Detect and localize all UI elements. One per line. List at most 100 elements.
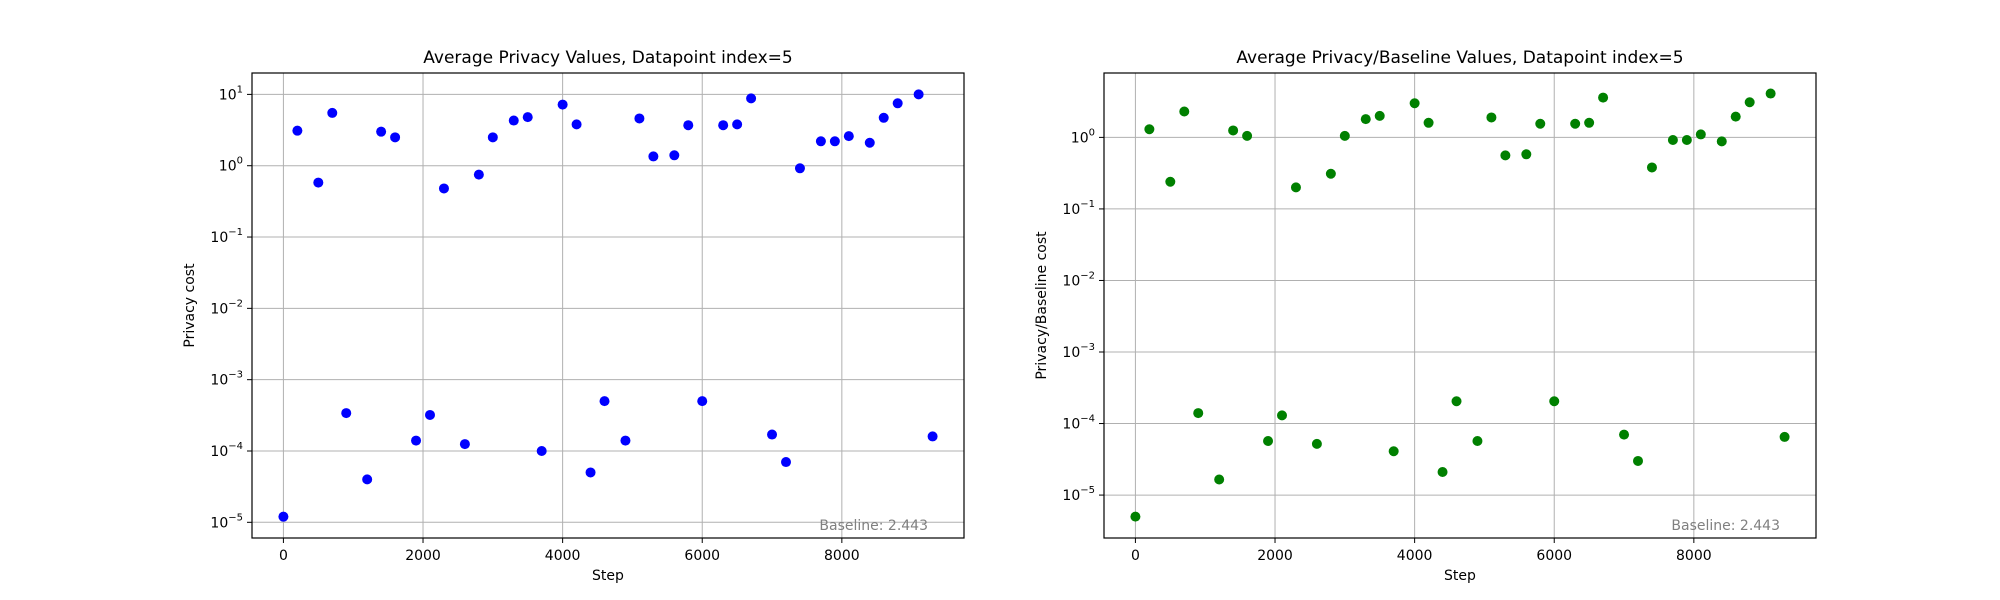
privacy-data-point-11 (459, 439, 470, 450)
privacy-data-point-25 (683, 120, 694, 131)
ratio-data-point-26 (1549, 396, 1560, 407)
ratio-x-tick-label-1: 2000 (1257, 548, 1293, 564)
privacy-data-point-20 (599, 396, 610, 407)
privacy-y-tick-label-4: 10−1 (210, 227, 243, 246)
ratio-data-point-7 (1242, 130, 1253, 141)
privacy-data-point-10 (438, 183, 449, 194)
privacy-y-tick-label-2: 10−3 (210, 370, 243, 389)
privacy-data-point-6 (376, 126, 387, 137)
ratio-y-tick-label-0: 10−5 (1062, 485, 1095, 504)
ratio-y-tick-label-1: 10−4 (1062, 414, 1095, 433)
ratio-data-point-18 (1423, 117, 1434, 128)
ratio-y-tick-label-5: 100 (1071, 127, 1095, 146)
privacy-baseline-annotation: Baseline: 2.443 (819, 518, 928, 534)
privacy-data-point-18 (571, 119, 582, 130)
ratio-panel: 0 2000 4000 6000 8000 10−5 10−4 10−3 10−2 10−1 100… (1034, 48, 1817, 584)
ratio-data-point-4 (1193, 408, 1204, 419)
ratio-data-point-36 (1716, 136, 1727, 147)
privacy-data-point-19 (585, 467, 596, 478)
ratio-data-point-8 (1263, 436, 1274, 447)
privacy-data-point-5 (362, 474, 373, 485)
ratio-data-point-5 (1214, 474, 1225, 485)
ratio-data-point-17 (1409, 98, 1420, 109)
privacy-data-point-30 (767, 429, 778, 440)
privacy-data-point-2 (313, 177, 324, 188)
privacy-y-tick-label-0: 10−5 (210, 512, 243, 531)
privacy-data-point-27 (718, 120, 729, 131)
ratio-y-tick-label-3: 10−2 (1062, 270, 1095, 289)
ratio-y-tick-label-4: 10−1 (1062, 199, 1095, 218)
ratio-data-point-32 (1646, 162, 1657, 173)
ratio-x-axis-label: Step (1444, 568, 1476, 584)
ratio-data-point-15 (1374, 110, 1385, 121)
ratio-data-point-12 (1325, 168, 1336, 179)
ratio-data-point-2 (1165, 176, 1176, 187)
privacy-data-point-14 (508, 115, 519, 126)
privacy-y-tick-label-5: 100 (219, 156, 243, 175)
ratio-x-tick-label-4: 8000 (1676, 548, 1712, 564)
privacy-y-axis-label: Privacy cost (182, 263, 198, 348)
privacy-plot-frame (251, 72, 965, 539)
ratio-data-point-13 (1339, 130, 1350, 141)
ratio-data-point-16 (1388, 446, 1399, 457)
privacy-panel: 0 2000 4000 6000 8000 10−5 10−4 10−3 10−2 10−1 100… (182, 48, 965, 584)
privacy-x-tick-label-1: 2000 (405, 548, 441, 564)
ratio-data-point-33 (1667, 134, 1678, 145)
privacy-data-point-9 (425, 409, 435, 420)
ratio-x-tick-label-3: 6000 (1536, 548, 1572, 564)
ratio-data-point-38 (1744, 97, 1755, 108)
ratio-chart-title: Average Privacy/Baseline Values, Datapoi… (1236, 48, 1683, 68)
privacy-data-point-17 (557, 99, 568, 110)
privacy-data-point-16 (536, 445, 547, 456)
privacy-x-axis-label: Step (592, 568, 624, 584)
ratio-data-point-1 (1144, 124, 1155, 135)
privacy-data-point-29 (746, 93, 757, 104)
privacy-data-point-37 (878, 112, 889, 123)
ratio-y-axis-label: Privacy/Baseline cost (1034, 231, 1050, 380)
ratio-data-point-35 (1695, 129, 1706, 140)
privacy-data-point-26 (697, 396, 708, 407)
privacy-y-tick-label-6: 101 (219, 84, 243, 103)
privacy-data-point-40 (927, 431, 938, 442)
ratio-data-point-29 (1598, 92, 1609, 103)
ratio-data-point-31 (1633, 455, 1643, 466)
privacy-data-point-38 (892, 98, 903, 109)
privacy-data-point-0 (278, 511, 289, 522)
privacy-data-point-33 (815, 136, 826, 147)
privacy-data-point-23 (648, 151, 659, 162)
privacy-y-tick-label-3: 10−2 (210, 298, 243, 317)
privacy-data-point-34 (829, 136, 840, 147)
ratio-data-point-30 (1619, 429, 1630, 440)
privacy-x-tick-label-3: 6000 (684, 548, 720, 564)
privacy-data-point-32 (794, 163, 805, 174)
privacy-data-point-15 (522, 112, 533, 123)
privacy-data-point-8 (411, 435, 422, 446)
ratio-data-point-34 (1681, 134, 1692, 145)
ratio-data-point-24 (1521, 149, 1532, 160)
ratio-data-point-40 (1779, 431, 1790, 442)
ratio-data-point-19 (1437, 467, 1448, 478)
ratio-data-point-23 (1500, 150, 1511, 161)
privacy-data-point-22 (634, 113, 645, 124)
ratio-baseline-annotation: Baseline: 2.443 (1671, 518, 1780, 534)
ratio-data-point-20 (1451, 396, 1462, 407)
ratio-data-point-25 (1535, 118, 1546, 129)
privacy-data-point-12 (473, 169, 484, 180)
privacy-data-point-39 (913, 89, 924, 100)
ratio-data-point-14 (1360, 114, 1371, 125)
privacy-x-tick-label-0: 0 (279, 548, 288, 564)
privacy-data-point-21 (620, 435, 631, 446)
ratio-data-point-37 (1730, 111, 1741, 122)
privacy-data-point-4 (341, 408, 352, 419)
privacy-chart-title: Average Privacy Values, Datapoint index=… (423, 48, 792, 68)
ratio-data-point-39 (1765, 88, 1776, 99)
ratio-data-point-9 (1277, 410, 1287, 421)
privacy-data-point-24 (669, 150, 680, 161)
ratio-plot-frame (1103, 72, 1817, 539)
ratio-data-point-11 (1311, 438, 1322, 449)
privacy-data-point-13 (487, 132, 498, 143)
ratio-data-point-10 (1290, 182, 1301, 193)
privacy-data-point-31 (781, 457, 791, 468)
privacy-data-point-1 (292, 125, 303, 136)
